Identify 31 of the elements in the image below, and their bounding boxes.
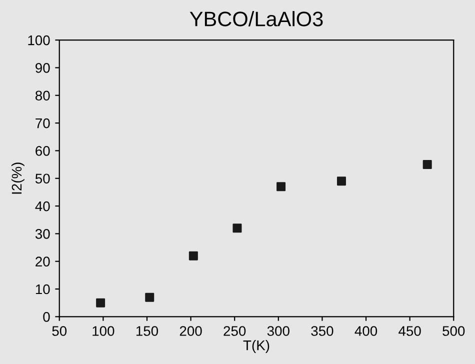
x-tick-label: 400 <box>354 326 378 336</box>
y-tick-label: 50 <box>35 174 50 184</box>
y-tick-label: 10 <box>36 284 50 294</box>
y-tick-label: 30 <box>35 229 50 239</box>
point <box>145 292 154 302</box>
y-tick-label: 100 <box>28 35 50 46</box>
x-tick-label: 50 <box>52 326 67 336</box>
y-tick-label: 20 <box>36 256 50 267</box>
x-tick-label: 200 <box>180 326 202 336</box>
chart-title: YBCO/LaAlO3 <box>190 11 323 26</box>
x-tick-label: 300 <box>267 326 290 336</box>
y-tick-label: 80 <box>36 90 50 101</box>
y-axis-title: I2(%) <box>11 162 24 194</box>
point <box>276 182 286 192</box>
x-tick-label: 150 <box>136 326 158 336</box>
point <box>96 298 106 308</box>
y-tick-label: 90 <box>36 63 50 73</box>
y-tick-label: 0 <box>43 312 50 322</box>
point <box>188 251 198 260</box>
y-tick-label: 60 <box>36 146 50 156</box>
point <box>232 224 242 233</box>
y-tick-label: 40 <box>35 201 50 212</box>
x-axis-title: T(K) <box>243 340 270 353</box>
x-tick-label: 500 <box>442 326 465 336</box>
point <box>422 160 432 170</box>
x-tick-label: 350 <box>311 326 334 336</box>
x-tick-label: 100 <box>92 326 114 336</box>
point <box>336 176 346 186</box>
x-tick-label: 450 <box>398 326 421 336</box>
y-tick-label: 70 <box>36 118 50 128</box>
x-tick-label: 250 <box>224 326 246 336</box>
